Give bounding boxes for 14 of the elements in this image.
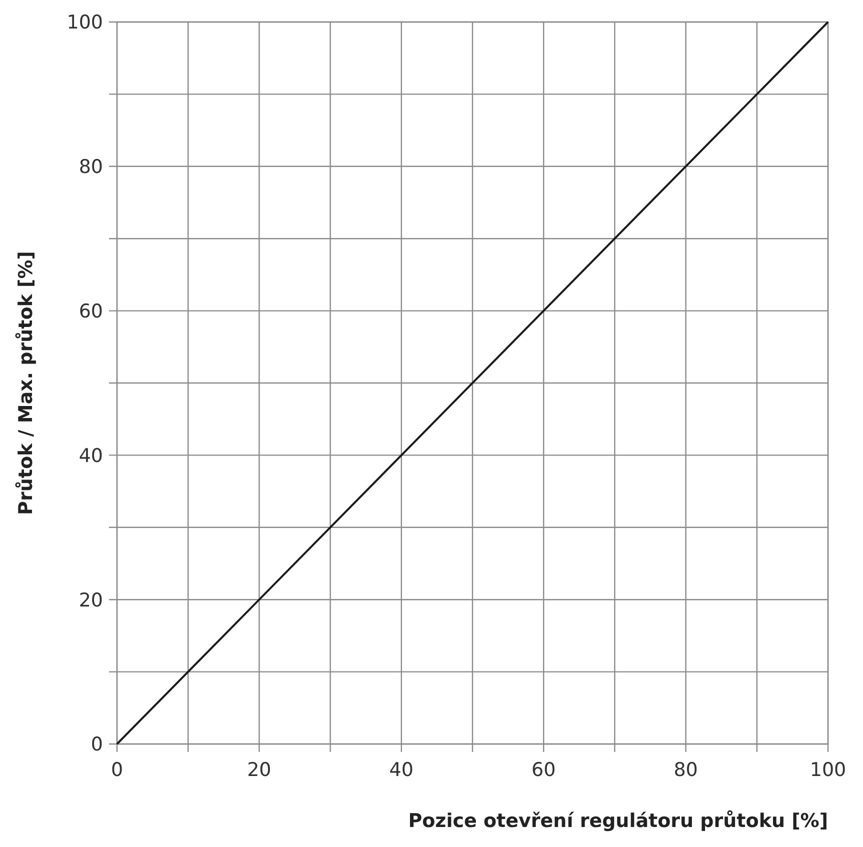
x-tick-label: 0 [110,759,124,781]
x-tick-label: 20 [247,759,272,781]
y-tick-label: 40 [78,444,103,467]
x-tick-label: 100 [810,759,846,781]
x-axis-title: Pozice otevření regulátoru průtoku [%] [408,810,828,832]
y-tick-label: 80 [78,156,103,178]
y-tick-label: 100 [66,12,103,34]
y-tick-label: 20 [78,589,103,612]
x-tick-label: 60 [532,759,556,781]
y-tick-label: 0 [90,734,103,756]
y-axis-title: Průtok / Max. průtok [%] [15,251,37,515]
y-tick-label: 60 [78,300,103,322]
x-tick-label: 80 [674,759,698,781]
x-tick-label: 40 [389,759,414,781]
